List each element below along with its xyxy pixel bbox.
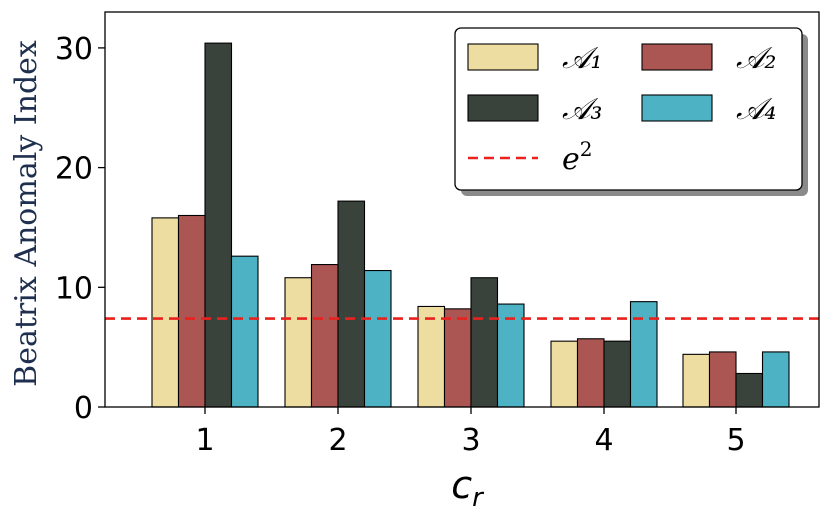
- bar-series-1-cat-4: [550, 340, 579, 408]
- legend-label-reference-main: e: [562, 142, 580, 177]
- bar-series-4-cat-1: [230, 255, 259, 408]
- bar-series-1-cat-1: [151, 217, 180, 408]
- y-ticks: 0 10 20 30: [55, 32, 105, 426]
- x-tick-label: 4: [594, 423, 613, 458]
- x-tick-label: 2: [328, 423, 347, 458]
- bar-series-3-cat-2: [337, 200, 366, 408]
- legend: 𝒜₁ 𝒜₂ 𝒜₃ 𝒜₄ e2: [454, 27, 808, 196]
- y-tick-label: 0: [74, 391, 93, 426]
- x-tick-label: 1: [195, 423, 214, 458]
- bar-series-1-cat-2: [284, 277, 313, 408]
- legend-label-reference-sup: 2: [580, 137, 593, 161]
- bar-series-3-cat-4: [603, 340, 632, 408]
- bar-series-3-cat-5: [735, 372, 764, 408]
- legend-label-reference-line: e2: [562, 137, 593, 177]
- bar-series-2-cat-1: [177, 214, 206, 408]
- y-tick-label: 30: [55, 32, 93, 67]
- legend-box: [454, 27, 803, 191]
- legend-label-series-2: 𝒜₂: [736, 41, 776, 76]
- bar-series-3-cat-1: [204, 42, 233, 408]
- x-axis-label-sub: r: [472, 483, 485, 513]
- bar-series-1-cat-3: [417, 305, 446, 408]
- bar-series-4-cat-3: [496, 303, 525, 408]
- x-tick-label: 3: [461, 423, 480, 458]
- x-axis-label-main: c: [451, 463, 472, 507]
- bars-layer: [151, 42, 790, 408]
- bar-series-4-cat-2: [363, 269, 392, 408]
- bar-series-2-cat-3: [443, 308, 472, 408]
- bar-series-4-cat-5: [761, 351, 790, 408]
- legend-swatch-series-3: [467, 94, 539, 122]
- legend-label-series-3: 𝒜₃: [562, 92, 602, 127]
- legend-label-series-1: 𝒜₁: [562, 41, 602, 76]
- bar-series-2-cat-4: [576, 338, 605, 408]
- legend-label-series-4: 𝒜₄: [736, 92, 776, 127]
- legend-swatch-series-1: [467, 43, 539, 71]
- y-axis-label: Beatrix Anomaly Index: [9, 40, 44, 387]
- x-ticks: 1 2 3 4 5: [195, 407, 746, 458]
- x-tick-label: 5: [726, 423, 745, 458]
- legend-swatch-series-4: [641, 94, 713, 122]
- bar-series-2-cat-2: [310, 264, 339, 408]
- legend-entries: 𝒜₁ 𝒜₂ 𝒜₃ 𝒜₄ e2: [467, 41, 776, 177]
- y-tick-label: 20: [55, 152, 93, 187]
- bar-series-1-cat-5: [682, 353, 711, 408]
- y-tick-label: 10: [55, 271, 93, 306]
- bar-series-3-cat-3: [470, 277, 499, 408]
- legend-swatch-series-2: [641, 43, 713, 71]
- axes-frame: [104, 11, 820, 408]
- x-axis-label: cr: [451, 463, 485, 513]
- bar-series-2-cat-5: [708, 351, 737, 408]
